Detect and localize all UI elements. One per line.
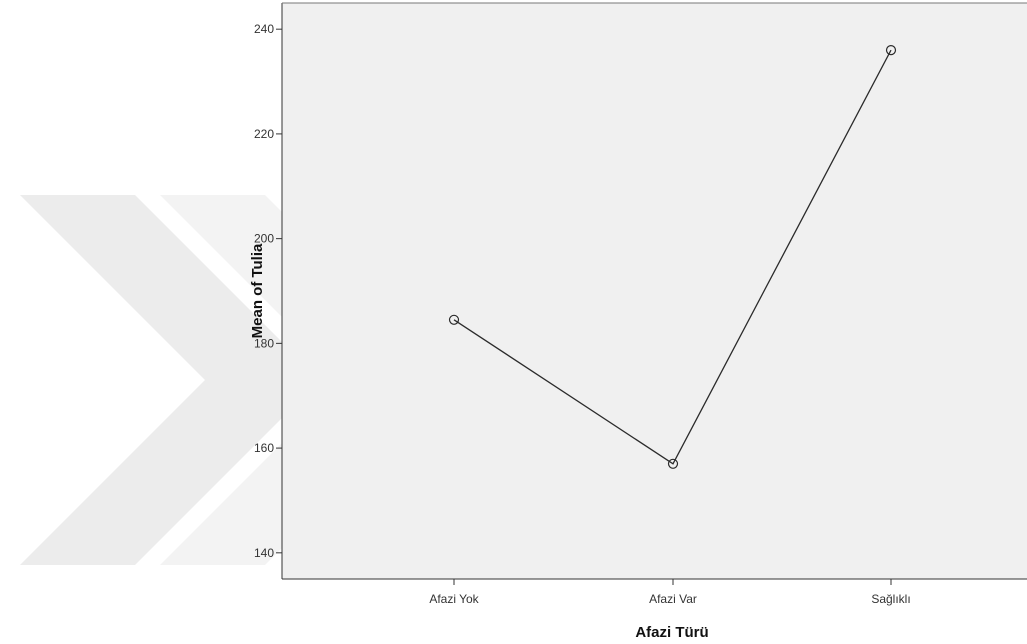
y-tick-label: 140 xyxy=(254,546,274,560)
y-axis-ticks: 140 160 180 200 220 240 xyxy=(254,22,282,560)
series-line xyxy=(453,49,892,465)
x-tick-label: Afazi Yok xyxy=(429,592,479,606)
plot-area xyxy=(282,3,1027,579)
data-point xyxy=(448,314,460,325)
x-axis-ticks: Afazi Yok Afazi Var Sağlıklı xyxy=(429,579,911,606)
data-point xyxy=(885,45,897,56)
x-tick-label: Sağlıklı xyxy=(871,592,910,606)
y-tick-label: 160 xyxy=(254,441,274,455)
x-axis-title: Afazi Türü xyxy=(635,624,708,641)
data-point xyxy=(667,458,679,469)
y-tick-label: 200 xyxy=(254,232,274,246)
series-line-group xyxy=(448,45,897,469)
x-tick-label: Afazi Var xyxy=(649,592,697,606)
y-tick-label: 180 xyxy=(254,336,274,350)
y-axis-title: Mean of Tulia xyxy=(249,243,266,338)
watermark-chevron-upper xyxy=(20,195,320,380)
watermark-chevron-lower xyxy=(20,380,320,565)
y-tick-label: 220 xyxy=(254,127,274,141)
y-tick-label: 240 xyxy=(254,22,274,36)
